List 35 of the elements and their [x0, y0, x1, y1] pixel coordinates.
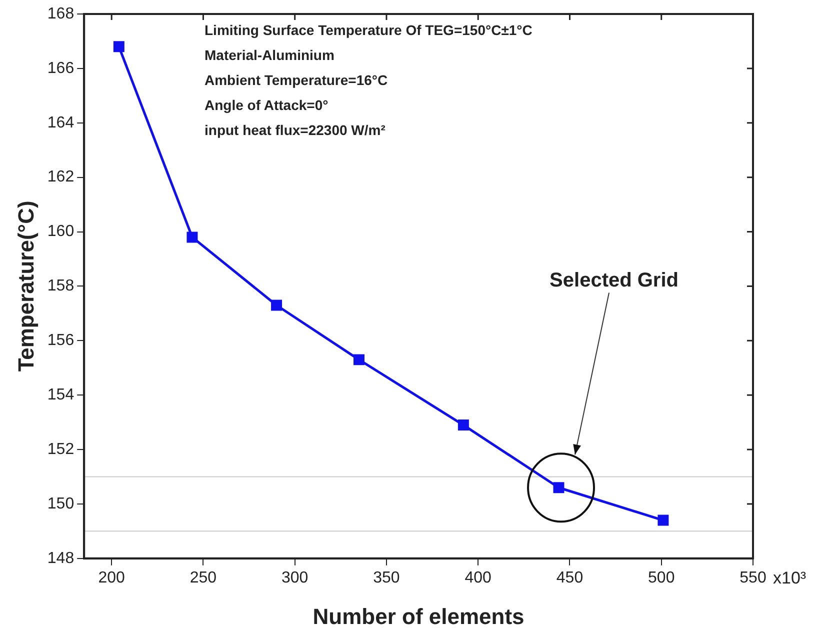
- x-tick-label: 500: [648, 569, 675, 586]
- point: [553, 482, 564, 494]
- y-tick-label: 152: [47, 440, 74, 458]
- text: x10³: [773, 568, 806, 588]
- annotation: Ambient Temperature=16°C: [204, 72, 388, 88]
- annotation: Limiting Surface Temperature Of TEG=150°C±1°C: [204, 22, 532, 38]
- x-tick-label: 450: [556, 569, 584, 586]
- x-tick-label: 250: [190, 569, 217, 586]
- y-axis-title: Temperature(°C): [13, 200, 38, 372]
- annotation: Angle of Attack=0°: [204, 96, 328, 113]
- point: [658, 514, 669, 526]
- x-tick-label: 300: [281, 569, 308, 586]
- annotation: input heat flux=22300 W/m²: [204, 122, 386, 138]
- point: [458, 420, 469, 431]
- y-tick-label: 154: [47, 386, 74, 404]
- point: [271, 300, 282, 311]
- point: [113, 41, 124, 52]
- x-tick-label: 200: [98, 569, 126, 586]
- annotation: Selected Grid: [550, 269, 678, 292]
- y-tick-label: 156: [47, 332, 74, 350]
- point: [353, 354, 364, 366]
- y-tick-label: 160: [47, 223, 74, 240]
- y-tick-label: 148: [47, 550, 74, 567]
- y-tick-label: 158: [47, 278, 74, 295]
- y-tick-label: 162: [47, 168, 74, 186]
- y-tick-label: 166: [47, 60, 74, 77]
- y-tick-label: 164: [47, 114, 74, 132]
- x-tick-label: 550: [740, 569, 766, 586]
- point: [186, 232, 198, 243]
- x-axis-title: Number of elements: [312, 604, 524, 629]
- annotation: Material-Aluminium: [204, 46, 334, 63]
- x-tick-label: 400: [464, 569, 492, 586]
- y-tick-label: 168: [47, 5, 74, 22]
- y-tick-label: 150: [47, 495, 74, 512]
- x-tick-label: 350: [373, 569, 400, 586]
